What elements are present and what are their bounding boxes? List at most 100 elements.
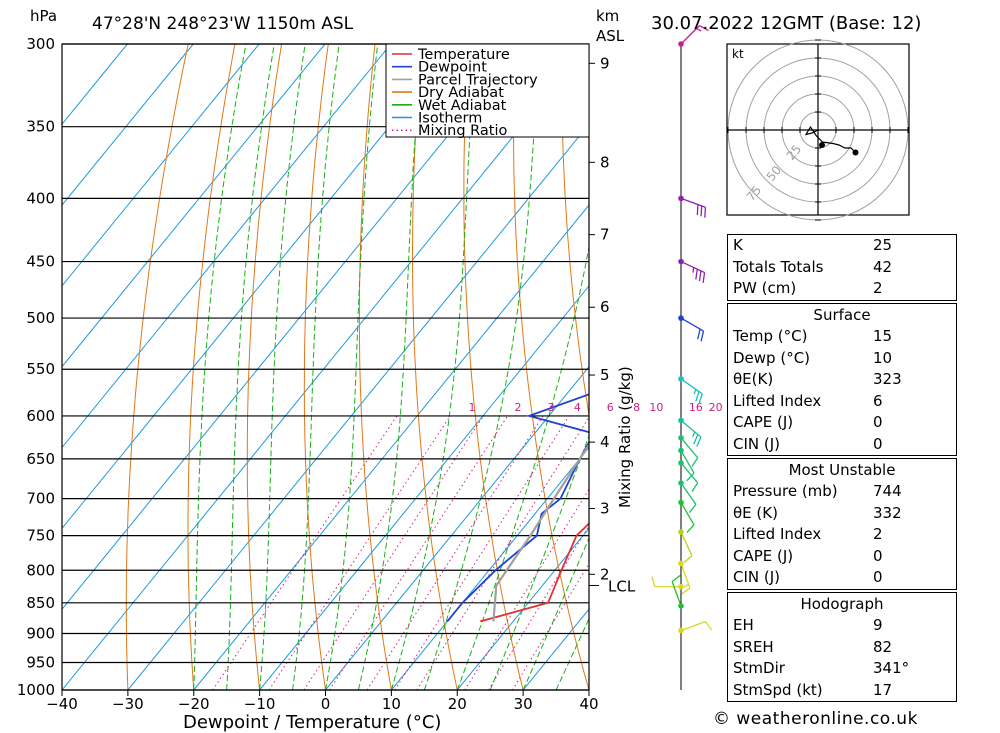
- mixing-ratio-line: [416, 416, 589, 690]
- index-value: 82: [873, 637, 893, 656]
- km-tick-label: 7: [600, 226, 610, 244]
- x-tick-label: −10: [244, 695, 276, 713]
- km-tick-label: 9: [600, 54, 610, 72]
- index-label: PW (cm): [733, 279, 797, 297]
- dry-adiabat-line: [412, 44, 458, 690]
- pressure-unit-label: hPa: [30, 7, 57, 25]
- wind-barb-dot: [678, 560, 684, 567]
- index-value: 2: [873, 525, 883, 543]
- asl-unit-label: ASL: [596, 27, 625, 45]
- x-tick-label: −40: [46, 695, 78, 713]
- pressure-tick-label: 950: [26, 653, 55, 671]
- pressure-tick-label: 800: [26, 561, 55, 579]
- pressure-tick-label: 400: [26, 189, 55, 207]
- mixing-ratio-line: [511, 562, 589, 690]
- wind-barb: [678, 480, 697, 513]
- index-label: Dewp (°C): [733, 348, 811, 367]
- wind-barb-dot: [678, 627, 684, 634]
- index-label: K: [733, 236, 743, 254]
- datetime-title: 30.07.2022 12GMT (Base: 12): [651, 13, 921, 34]
- dry-adiabat-line: [187, 44, 236, 690]
- isotherm-line: [259, 285, 589, 690]
- wind-barb: [678, 195, 707, 218]
- index-row: Lifted Index 2: [728, 524, 956, 546]
- wind-barb-dot: [678, 195, 684, 202]
- dry-adiabat-line: [125, 44, 189, 690]
- km-tick-label: 5: [600, 366, 610, 384]
- index-row: CIN (J) 0: [728, 434, 956, 456]
- index-value: 0: [873, 434, 883, 453]
- index-block-hodograph: Hodograph EH 9 SREH 82 StmDir 341° StmSpd (kt)…: [727, 592, 957, 702]
- pressure-tick-label: 450: [26, 253, 55, 271]
- wind-barb: [678, 529, 693, 564]
- index-row: Totals Totals 42: [728, 257, 956, 279]
- mixing-ratio-label: 6: [607, 401, 614, 414]
- wet-adiabat-line: [489, 434, 589, 690]
- index-block-surface: Surface Temp (°C) 15 Dewp (°C) 10 θE(K) 323 Li…: [727, 303, 957, 456]
- isotherm-line: [127, 123, 589, 690]
- wind-barb-dot: [678, 376, 684, 382]
- mixing-ratio-line: [303, 415, 484, 690]
- hodograph-title: Hodograph: [800, 595, 884, 613]
- isotherm-line: [62, 44, 260, 287]
- wet-adiabat-line: [423, 44, 540, 690]
- index-value: 6: [873, 391, 883, 410]
- dry-adiabat-line: [358, 44, 392, 690]
- location-title: 47°28'N 248°23'W 1150m ASL: [92, 14, 354, 34]
- wet-adiabat-line: [325, 44, 379, 690]
- isotherm-line: [62, 44, 326, 368]
- mixing-ratio-labels: 12346810162025: [468, 401, 742, 414]
- axis-labels: 3003504004505005506006507007508008509009…: [17, 35, 599, 713]
- isotherm-line: [456, 527, 589, 690]
- hodograph-unit-label: kt: [732, 47, 744, 61]
- index-value: 341°: [873, 659, 910, 677]
- legend-label: Isotherm: [418, 111, 482, 127]
- x-tick-label: −30: [112, 695, 144, 713]
- index-value: 323: [873, 370, 902, 388]
- km-tick-label: 8: [600, 153, 610, 171]
- index-value: 17: [873, 680, 893, 699]
- index-row: CAPE (J) 0: [728, 546, 956, 568]
- surface-title: Surface: [813, 306, 871, 324]
- wet-adiabat-line: [193, 44, 247, 690]
- index-value: 2: [873, 279, 883, 297]
- index-label: Lifted Index: [733, 525, 822, 543]
- dewpoint-line: [446, 393, 589, 622]
- x-tick-label: 0: [321, 695, 331, 713]
- index-value: 9: [873, 616, 883, 634]
- profile-lines: [446, 393, 589, 623]
- index-value: 25: [873, 236, 893, 254]
- mixing-ratio-label: 4: [574, 401, 581, 414]
- index-label: Lifted Index: [733, 391, 822, 410]
- index-value: 332: [873, 503, 902, 522]
- isotherm-line: [390, 446, 589, 690]
- index-label: CAPE (J): [733, 546, 794, 565]
- index-row: CAPE (J) 0: [728, 412, 956, 434]
- legend-label: Parcel Trajectory: [418, 72, 538, 88]
- index-row: Pressure (mb) 744: [728, 481, 956, 503]
- pressure-tick-label: 900: [26, 624, 55, 642]
- isotherm-line: [62, 44, 458, 530]
- index-row: Lifted Index 6: [728, 391, 956, 413]
- wet-adiabat-line: [259, 44, 306, 690]
- index-label: CIN (J): [733, 434, 781, 453]
- index-value: 0: [873, 546, 883, 565]
- mixing-ratio-label: 8: [633, 401, 640, 414]
- lcl-label: LCL: [608, 577, 636, 595]
- index-row: θE(K) 323: [728, 369, 956, 391]
- mixing-ratio-label: 3: [547, 401, 554, 414]
- pressure-tick-label: 600: [26, 407, 55, 425]
- wind-barb: [678, 258, 706, 283]
- index-value: 42: [873, 257, 893, 276]
- isotherm-line: [62, 44, 128, 125]
- credit-text: © weatheronline.co.uk: [713, 709, 918, 729]
- most-unstable-title: Most Unstable: [788, 461, 896, 479]
- x-tick-label: 40: [579, 695, 598, 713]
- index-label: StmDir: [733, 659, 785, 677]
- wind-barb-dot: [678, 417, 684, 424]
- index-block-most-unstable: Most Unstable Pressure (mb) 744 θE (K) 332 L…: [727, 458, 957, 590]
- index-label: EH: [733, 616, 754, 634]
- index-label: θE(K): [733, 370, 774, 388]
- dry-adiabat-line: [982, 44, 1000, 690]
